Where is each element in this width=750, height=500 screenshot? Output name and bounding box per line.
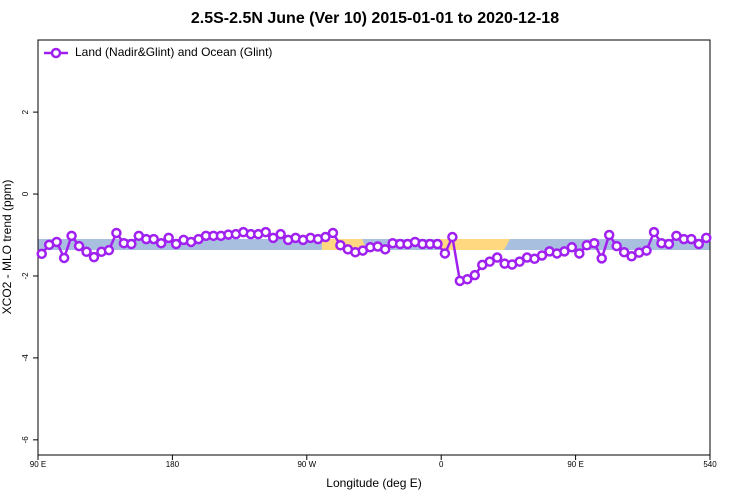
- data-point: [701, 232, 712, 244]
- legend-label: Land (Nadir&Glint) and Ocean (Glint): [75, 45, 272, 59]
- data-point: [51, 236, 62, 248]
- y-tick-label: 0: [21, 191, 30, 196]
- data-point: [589, 237, 600, 249]
- data-point: [603, 229, 615, 241]
- data-point: [566, 242, 578, 253]
- legend-marker: [50, 47, 62, 59]
- data-point: [66, 230, 77, 242]
- x-tick-label: 90 E: [30, 460, 46, 469]
- data-point: [447, 231, 458, 243]
- data-point: [170, 238, 182, 250]
- x-tick-label: 180: [166, 460, 180, 469]
- data-point: [611, 240, 622, 252]
- data-point: [327, 227, 339, 239]
- data-point: [73, 240, 85, 252]
- data-point: [379, 244, 391, 255]
- data-point: [260, 226, 271, 238]
- data-point: [432, 238, 443, 250]
- data-point: [36, 248, 47, 260]
- data-point: [275, 228, 286, 240]
- y-tick-label: -6: [21, 436, 30, 444]
- y-tick-label: -2: [21, 272, 30, 280]
- data-point: [439, 248, 451, 259]
- x-tick-label: 90 E: [567, 460, 583, 469]
- data-point: [58, 252, 70, 264]
- data-point: [111, 227, 122, 239]
- data-point: [81, 246, 92, 258]
- y-tick-label: -4: [21, 354, 30, 362]
- x-tick-label: 0: [439, 460, 444, 469]
- data-point: [641, 245, 652, 256]
- data-point: [126, 238, 137, 250]
- data-point: [559, 246, 570, 257]
- plot-frame: [37, 39, 711, 456]
- data-point: [596, 253, 607, 264]
- data-point: [320, 231, 331, 243]
- x-tick-label: 90 W: [297, 460, 316, 469]
- data-point: [148, 233, 159, 245]
- data-point: [103, 244, 115, 256]
- data-point: [155, 237, 167, 249]
- x-tick-label: 540: [703, 460, 717, 469]
- y-tick-label: 2: [21, 109, 30, 114]
- data-point: [693, 238, 705, 250]
- data-point: [484, 256, 495, 267]
- data-point: [618, 246, 630, 258]
- data-point: [163, 232, 174, 244]
- data-point: [462, 273, 473, 285]
- data-point: [514, 256, 525, 267]
- chart-title: 2.5S-2.5N June (Ver 10) 2015-01-01 to 20…: [191, 10, 559, 27]
- data-point: [491, 252, 503, 263]
- y-axis-label: XCO2 - MLO trend (ppm): [0, 180, 14, 315]
- data-point: [536, 250, 548, 261]
- data-point: [335, 239, 346, 251]
- data-point: [574, 248, 585, 259]
- x-axis-label: Longitude (deg E): [326, 476, 421, 490]
- data-point: [469, 269, 481, 281]
- data-point: [663, 238, 675, 250]
- data-point: [648, 226, 660, 238]
- data-point: [88, 251, 100, 263]
- data-point: [686, 233, 697, 245]
